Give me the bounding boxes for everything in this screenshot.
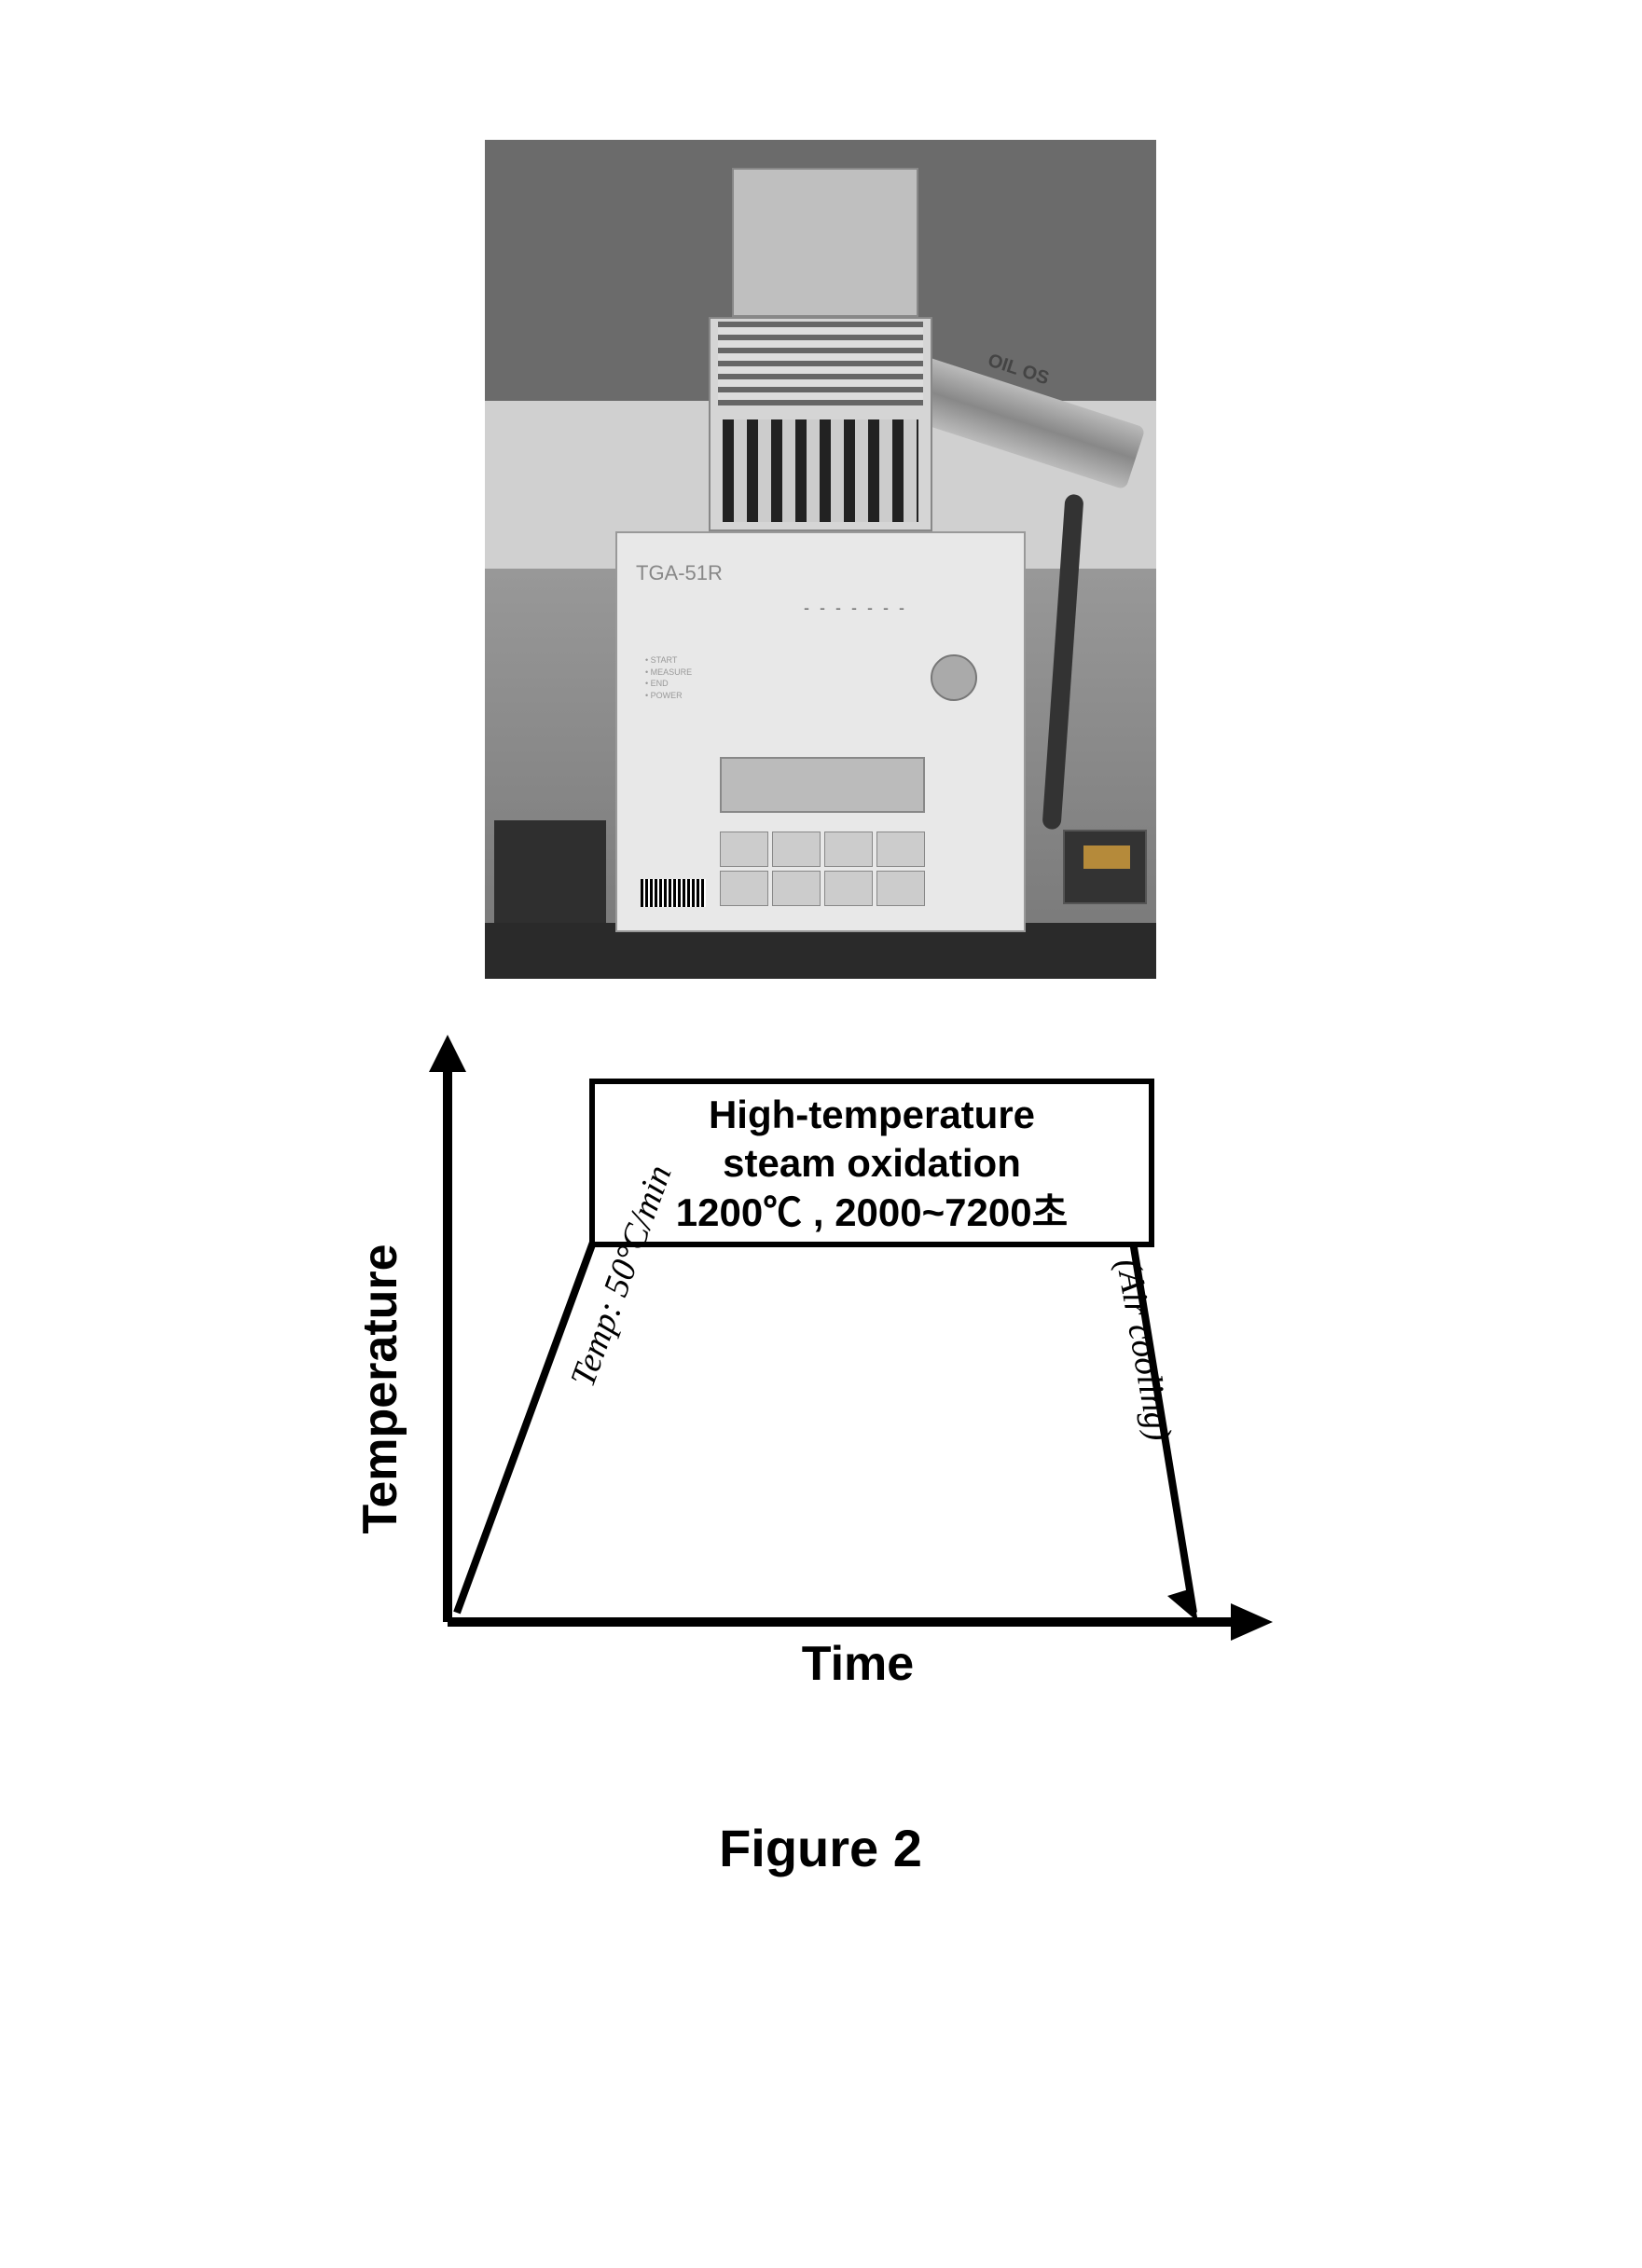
instrument-model-label: TGA-51R <box>636 561 723 585</box>
balance-head-cover <box>732 168 918 317</box>
diagram-svg: High-temperature steam oxidation 1200℃ ,… <box>354 1016 1287 1687</box>
furnace-fins <box>718 322 923 405</box>
furnace-slots <box>723 419 918 522</box>
y-axis-arrow <box>429 1035 466 1072</box>
ready-knob <box>931 654 977 701</box>
x-axis-arrow <box>1231 1603 1273 1641</box>
figure-caption: Figure 2 <box>354 1818 1287 1878</box>
temperature-time-diagram: High-temperature steam oxidation 1200℃ ,… <box>354 1016 1287 1687</box>
box-text-line2: steam oxidation <box>723 1141 1021 1185</box>
figure-2-container: OIL OS TGA-51R - - - - - - - STARTMEASUR… <box>354 140 1287 1878</box>
status-leds: STARTMEASUREENDPOWER <box>645 654 720 729</box>
cooling-label: (Air cooling) <box>1109 1256 1180 1444</box>
lcd-display <box>720 757 925 813</box>
box-text-line3: 1200℃ , 2000~7200초 <box>676 1190 1068 1234</box>
instrument-front-panel: TGA-51R - - - - - - - STARTMEASUREENDPOW… <box>615 531 1026 932</box>
box-text-line1: High-temperature <box>709 1093 1035 1136</box>
right-side-meter <box>1063 830 1147 904</box>
keypad <box>720 832 925 906</box>
barcode-sticker <box>641 879 706 907</box>
y-axis-label: Temperature <box>354 1244 407 1533</box>
x-axis-label: Time <box>802 1637 914 1687</box>
panel-dashes: - - - - - - - <box>804 598 907 618</box>
tga-instrument-photo: OIL OS TGA-51R - - - - - - - STARTMEASUR… <box>485 140 1156 979</box>
left-side-box <box>494 820 606 923</box>
